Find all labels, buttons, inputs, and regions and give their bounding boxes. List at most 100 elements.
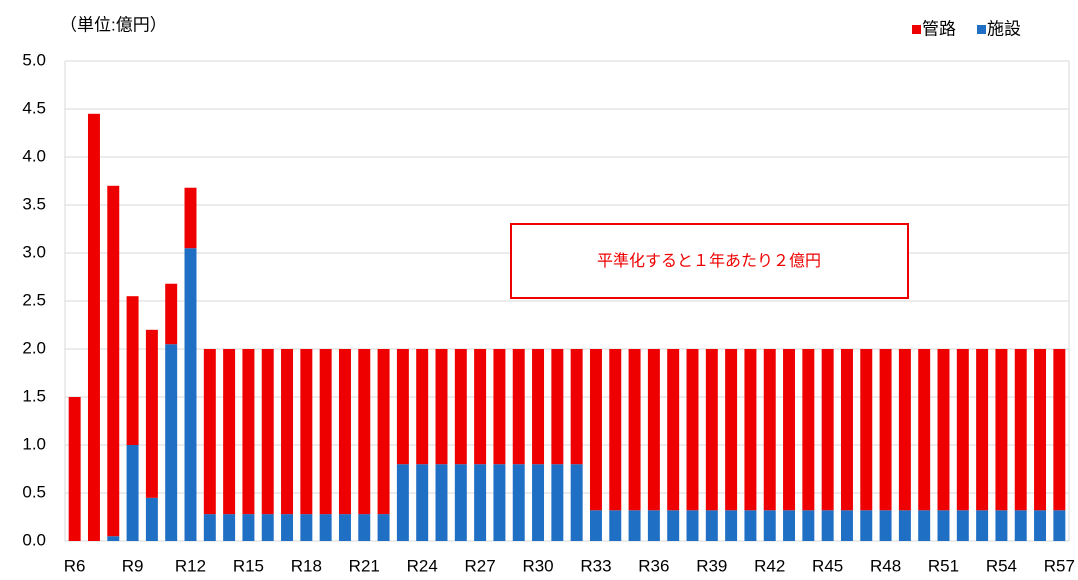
x-tick-label: R15 [233,556,264,575]
bar-segment [898,349,911,511]
bar-segment [107,536,120,541]
x-tick-label: R6 [64,556,86,575]
legend-label: 管路 [922,19,956,38]
bar-segment [667,510,680,541]
x-tick-label: R30 [522,556,553,575]
bars [68,113,1066,542]
bar-segment [68,397,81,541]
bar-segment [860,510,873,541]
x-tick-label: R48 [870,556,901,575]
y-tick-label: 0.5 [22,482,46,501]
bar-segment [416,349,429,465]
bar-segment [300,349,313,515]
bar-segment [223,349,236,515]
bar-segment [898,510,911,541]
bar-segment [686,349,699,511]
x-tick-label: R36 [638,556,669,575]
bar-segment [976,510,989,541]
annotation-text: 平準化すると１年あたり２億円 [597,252,821,270]
bar-segment [145,329,158,498]
bar-segment [165,344,178,541]
bar-segment [474,464,487,541]
bar-segment [281,514,294,541]
bar-segment [609,510,622,541]
bar-segment [203,514,216,541]
bar-segment [87,113,100,542]
bar-segment [416,464,429,541]
bar-segment [184,187,197,249]
bar-segment [300,514,313,541]
bar-segment [126,296,139,445]
y-tick-label: 4.5 [22,98,46,117]
annotation-box [510,223,909,299]
legend-swatch [912,25,921,34]
bar-segment [532,349,545,465]
bar-segment [840,349,853,511]
bar-segment [860,349,873,511]
bar-segment [937,510,950,541]
bar-segment [338,349,351,515]
bar-segment [396,464,409,541]
bar-segment [377,349,390,515]
bar-segment [454,464,467,541]
x-tick-label: R12 [175,556,206,575]
bar-segment [744,510,757,541]
y-tick-label: 5.0 [22,50,46,69]
bar-segment [319,514,332,541]
bar-segment [1014,349,1027,511]
x-tick-label: R45 [812,556,843,575]
bar-segment [763,349,776,511]
unit-label: （単位:億円） [60,15,167,34]
bar-segment [570,464,583,541]
bar-segment [1053,510,1066,541]
bar-segment [937,349,950,511]
bar-segment [145,497,158,541]
bar-segment [512,349,525,465]
bar-segment [956,510,969,541]
bar-segment [377,514,390,541]
bar-segment [435,464,448,541]
x-tick-label: R57 [1044,556,1075,575]
legend-swatch [977,25,986,34]
bar-segment [609,349,622,511]
legend-label: 施設 [987,19,1021,38]
y-tick-label: 1.0 [22,434,46,453]
bar-segment [647,510,660,541]
annotation: 平準化すると１年あたり２億円 [510,223,909,299]
bar-segment [454,349,467,465]
y-tick-label: 4.0 [22,146,46,165]
bar-segment [802,349,815,511]
bar-segment [802,510,815,541]
y-tick-label: 2.0 [22,338,46,357]
bar-segment [493,464,506,541]
bar-segment [107,185,120,537]
bar-segment [261,349,274,515]
bar-segment [532,464,545,541]
x-tick-label: R24 [407,556,438,575]
bar-segment [840,510,853,541]
bar-segment [1053,349,1066,511]
bar-segment [1034,349,1047,511]
bar-segment [647,349,660,511]
bar-segment [396,349,409,465]
bar-segment [512,464,525,541]
bar-segment [493,349,506,465]
bar-segment [628,349,641,511]
bar-segment [1014,510,1027,541]
bar-segment [705,349,718,511]
bar-segment [763,510,776,541]
bar-segment [126,445,139,541]
x-tick-label: R21 [349,556,380,575]
bar-segment [358,514,371,541]
bar-segment [165,283,178,345]
bar-segment [1034,510,1047,541]
bar-segment [589,349,602,511]
y-tick-label: 1.5 [22,386,46,405]
bar-segment [725,510,738,541]
x-tick-label: R33 [580,556,611,575]
bar-segment [628,510,641,541]
x-tick-label: R27 [465,556,496,575]
bar-segment [281,349,294,515]
x-tick-label: R18 [291,556,322,575]
bar-segment [976,349,989,511]
